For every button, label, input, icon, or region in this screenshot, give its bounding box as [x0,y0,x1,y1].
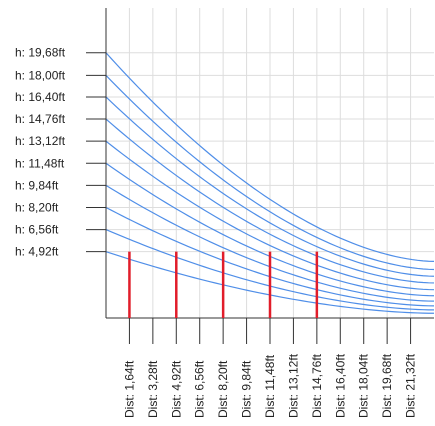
series-line-3 [105,96,435,277]
y-ticks: h: 19,68ft h: 18,00ft h: 16,40ft h: 14,76ft… [15,46,106,259]
y-tick-label: h: 9,84ft [15,178,59,192]
x-tick-label: Dist: 6,56ft [193,360,207,418]
x-tick-label: Dist: 1,64ft [122,360,136,418]
x-tick-label: Dist: 19,68ft [380,353,394,418]
x-tick-label: Dist: 4,92ft [169,360,183,418]
y-tick-label: h: 6,56ft [15,223,59,237]
x-tick-label: Dist: 18,04ft [357,353,371,418]
x-tick-label: Dist: 21,32ft [404,353,418,418]
grid [106,8,434,318]
x-tick-label: Dist: 9,84ft [240,360,254,418]
y-tick-label: h: 18,00ft [15,68,66,82]
y-tick-label: h: 16,40ft [15,90,66,104]
x-tick-label: Dist: 16,40ft [333,353,347,418]
x-tick-label: Dist: 11,48ft [263,354,277,418]
series-line-1 [105,52,435,262]
series-line-2 [105,74,435,271]
series-line-5 [105,140,435,291]
y-tick-label: h: 19,68ft [15,46,66,60]
markers [128,251,319,318]
y-tick-label: h: 8,20ft [15,200,59,214]
series-line-4 [105,118,435,284]
y-tick-label: h: 4,92ft [15,245,59,259]
y-tick-label: h: 14,76ft [15,112,66,126]
x-tick-label: Dist: 8,20ft [216,360,230,418]
x-ticks: Dist: 1,64ft Dist: 3,28ft Dist: 4,92ft Dist… [122,318,418,418]
x-tick-label: Dist: 14,76ft [310,353,324,418]
y-tick-label: h: 11,48ft [15,156,65,170]
y-tick-label: h: 13,12ft [15,134,66,148]
x-tick-label: Dist: 13,12ft [286,353,300,418]
x-tick-label: Dist: 3,28ft [146,360,160,418]
